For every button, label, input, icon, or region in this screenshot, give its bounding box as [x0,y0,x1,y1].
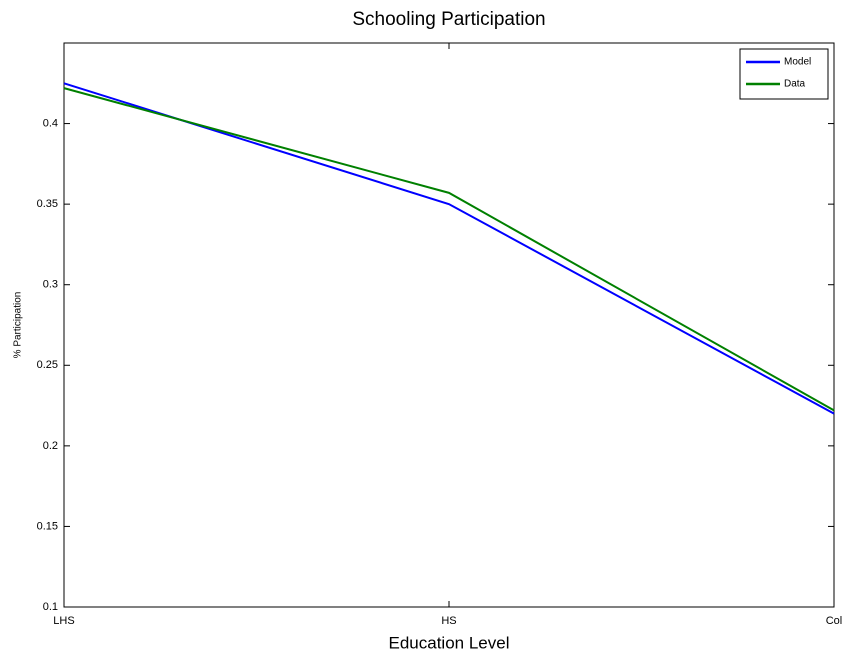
x-tick-label: HS [441,615,456,627]
y-tick-label: 0.3 [43,279,58,291]
y-tick-label: 0.25 [37,359,58,371]
y-tick-label: 0.1 [43,601,58,613]
legend-label: Model [784,57,811,68]
y-tick-label: 0.35 [37,198,58,210]
x-axis-label: Education Level [389,633,510,652]
y-tick-label: 0.2 [43,440,58,452]
y-axis-label: % Participation [13,292,24,359]
series-line [63,87,835,412]
x-tick-label: Col [826,615,843,627]
y-tick-label: 0.15 [37,520,58,532]
x-tick-label: LHS [53,615,74,627]
chart-title: Schooling Participation [352,9,545,30]
y-tick-label: 0.4 [43,117,58,129]
legend-label: Data [784,79,806,90]
legend-box [739,48,829,100]
